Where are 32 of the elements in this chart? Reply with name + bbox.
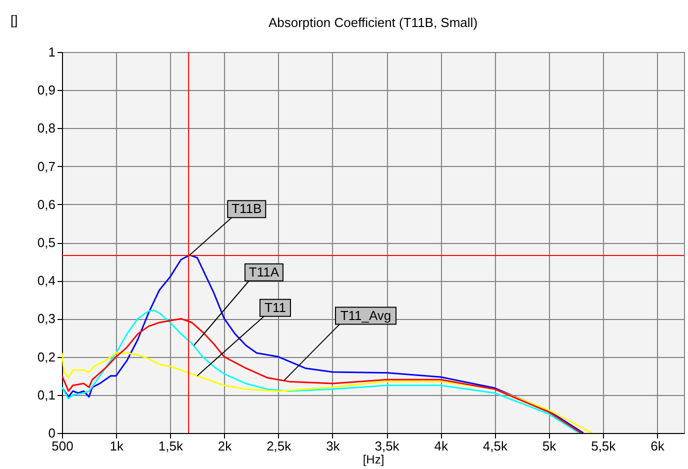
annotation: T11	[264, 300, 286, 315]
y-tick-label: 0,1	[37, 387, 56, 402]
line-series	[62, 352, 593, 433]
y-tick-label: 0,4	[37, 273, 56, 288]
x-tick-label: 2k	[218, 438, 232, 454]
x-tick-label: 3k	[326, 438, 340, 454]
annotation: T11B	[232, 201, 262, 216]
y-tick-label: 0,3	[37, 311, 56, 326]
annotation: T11A	[248, 264, 280, 280]
y-tick-label: 1	[48, 44, 56, 60]
line-series	[62, 254, 584, 433]
x-tick-label: 5k	[542, 438, 557, 454]
x-tick-label: 1k	[110, 438, 124, 454]
x-tick-label: 5,5k	[591, 438, 616, 454]
y-tick-label: 0,2	[37, 349, 56, 364]
x-tick-label: 6k	[650, 438, 665, 454]
y-tick-label: 0,9	[37, 82, 56, 98]
chart-title: Absorption Coefficient (T11B, Small)	[268, 15, 478, 30]
x-tick-label: 500	[52, 438, 74, 454]
annotation: T11_Avg	[340, 308, 392, 323]
x-tick-label: 4,5k	[482, 438, 508, 454]
y-tick-label: 0,5	[37, 235, 56, 250]
y-tick-label: 0	[48, 426, 56, 440]
x-tick-label: 1,5k	[158, 438, 184, 454]
x-axis-title: [Hz]	[362, 452, 384, 466]
y-tick-label: 0,8	[37, 120, 56, 136]
x-tick-label: 4k	[434, 438, 448, 454]
y-tick-label: 0,6	[37, 196, 56, 212]
y-tick-label: 0,7	[37, 158, 56, 174]
x-tick-label: 2,5k	[266, 438, 292, 454]
y-axis-title: []	[10, 12, 18, 28]
x-tick-label: 3,5k	[374, 438, 400, 454]
